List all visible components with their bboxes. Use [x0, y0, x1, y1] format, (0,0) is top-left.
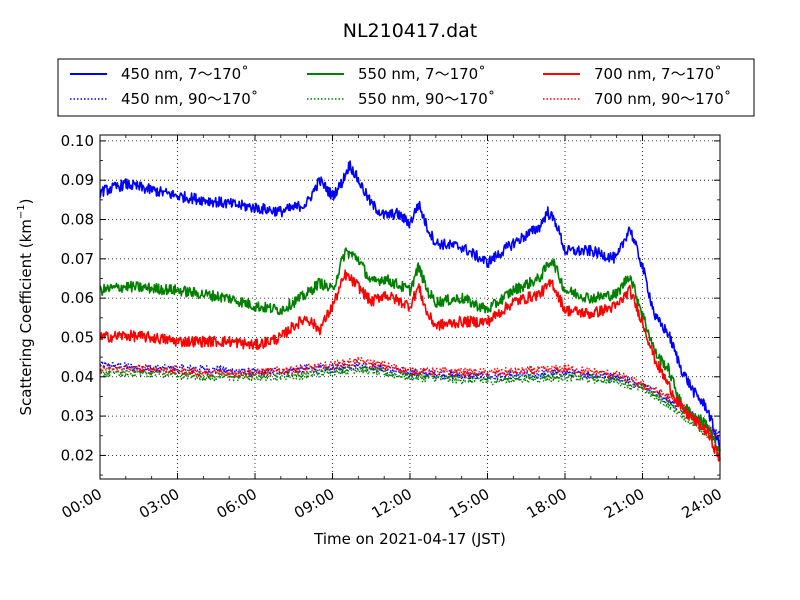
legend-label: 700 nm, 90～170˚ — [594, 90, 731, 108]
y-axis-label: Scattering Coefficient (km−1) — [16, 198, 35, 415]
y-tick-label: 0.04 — [61, 368, 94, 386]
series-line-0 — [99, 160, 721, 452]
chart-title: NL210417.dat — [343, 20, 478, 42]
series-line-5 — [99, 356, 721, 442]
legend-label: 550 nm, 7～170˚ — [358, 65, 486, 83]
legend-label: 550 nm, 90～170˚ — [358, 90, 495, 108]
plot-area — [99, 134, 721, 480]
x-axis-label: Time on 2021-04-17 (JST) — [313, 530, 506, 548]
y-tick-label: 0.02 — [61, 446, 94, 464]
axis-ticks — [99, 135, 721, 479]
y-tick-label: 0.08 — [61, 211, 94, 229]
legend-label: 700 nm, 7～170˚ — [594, 65, 722, 83]
series-line-2 — [99, 247, 721, 461]
series-line-4 — [99, 269, 721, 462]
legend: 450 nm, 7～170˚ 550 nm, 7～170˚ 700 nm, 7～17… — [57, 58, 755, 117]
y-tick-label: 0.09 — [61, 171, 94, 189]
y-tick-label: 0.03 — [61, 407, 94, 425]
y-tick-label: 0.10 — [61, 132, 94, 150]
series-layer — [99, 160, 721, 462]
y-axis-label-main: Scattering Coefficient (km — [17, 219, 35, 415]
series-line-1 — [99, 360, 721, 437]
legend-box — [57, 58, 755, 117]
y-tick-label: 0.05 — [61, 328, 94, 346]
y-tick-labels: 0.02 0.03 0.04 0.05 0.06 0.07 0.08 0.09 0.10 — [61, 132, 94, 465]
legend-label: 450 nm, 90～170˚ — [121, 90, 258, 108]
legend-label: 450 nm, 7～170˚ — [121, 65, 249, 83]
y-tick-label: 0.06 — [61, 289, 94, 307]
y-axis-label-exponent: −1 — [16, 204, 27, 219]
y-tick-label: 0.07 — [61, 250, 94, 268]
y-axis-label-close: ) — [17, 198, 35, 204]
